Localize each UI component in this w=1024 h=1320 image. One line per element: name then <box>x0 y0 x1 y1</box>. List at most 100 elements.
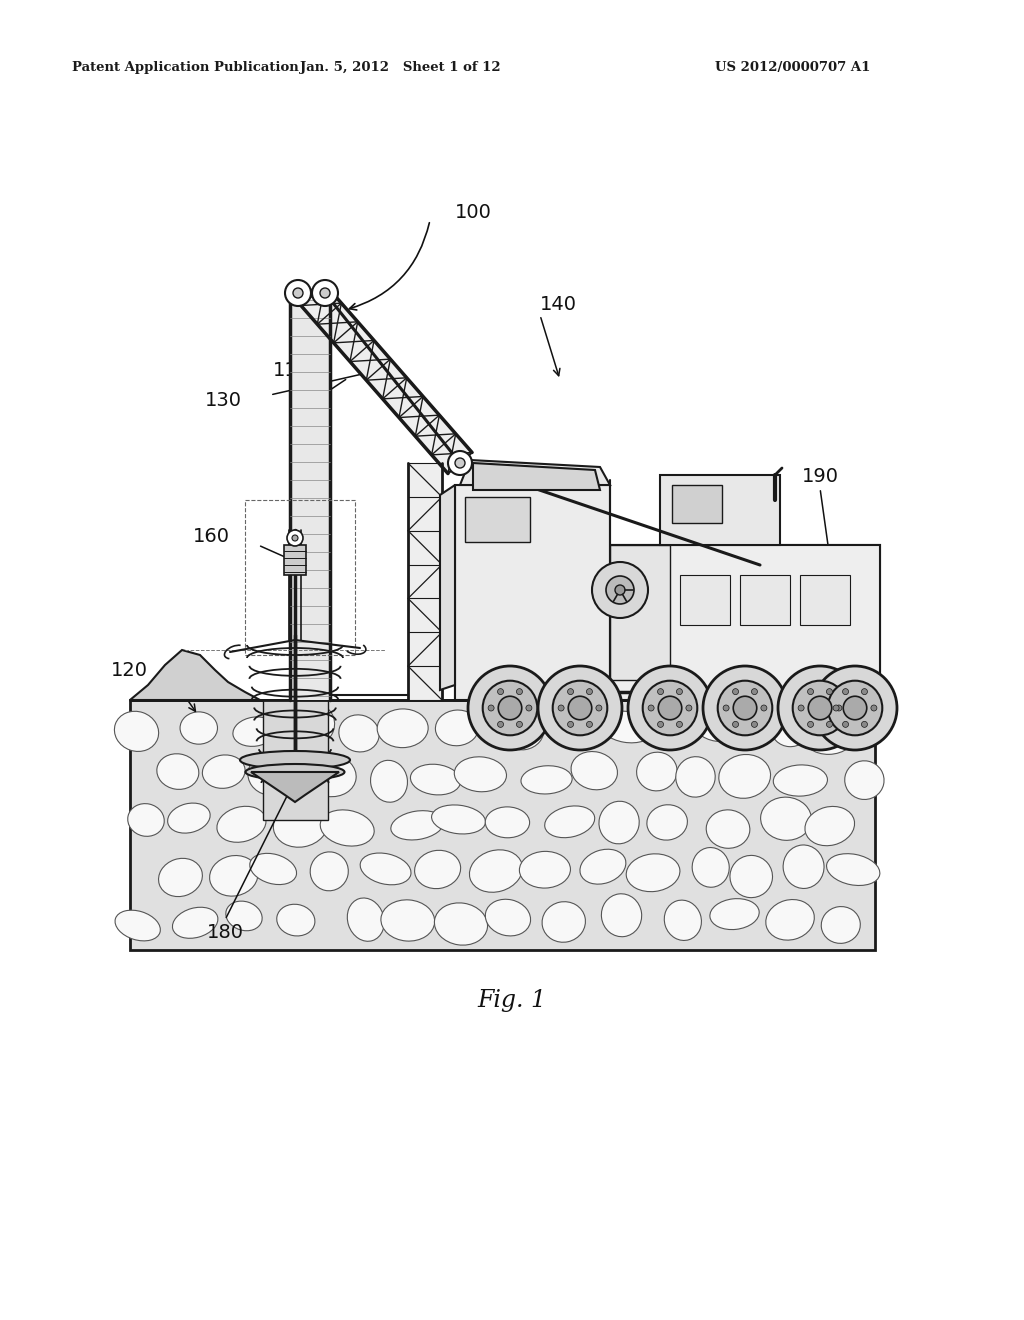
Circle shape <box>587 689 593 694</box>
Ellipse shape <box>391 810 443 840</box>
Text: 140: 140 <box>540 296 577 314</box>
Circle shape <box>732 689 738 694</box>
Text: 160: 160 <box>193 528 230 546</box>
Circle shape <box>516 689 522 694</box>
Ellipse shape <box>707 810 750 849</box>
Text: 190: 190 <box>802 467 839 487</box>
Ellipse shape <box>168 803 210 833</box>
Ellipse shape <box>647 805 687 840</box>
Ellipse shape <box>210 855 258 896</box>
Text: Patent Application Publication: Patent Application Publication <box>72 62 299 74</box>
Polygon shape <box>251 772 339 803</box>
Text: US 2012/0000707 A1: US 2012/0000707 A1 <box>715 62 870 74</box>
Bar <box>672 484 722 523</box>
Circle shape <box>718 681 772 735</box>
Text: 180: 180 <box>207 923 244 941</box>
Circle shape <box>596 705 602 711</box>
Circle shape <box>657 689 664 694</box>
Circle shape <box>592 562 648 618</box>
Ellipse shape <box>485 807 529 838</box>
Circle shape <box>587 721 593 727</box>
Ellipse shape <box>469 850 522 892</box>
Circle shape <box>778 667 862 750</box>
Circle shape <box>498 721 504 727</box>
Circle shape <box>686 705 692 711</box>
Ellipse shape <box>371 760 408 803</box>
Ellipse shape <box>248 755 293 795</box>
Ellipse shape <box>381 900 434 941</box>
Circle shape <box>615 585 625 595</box>
Ellipse shape <box>521 766 572 793</box>
Ellipse shape <box>250 853 297 884</box>
Circle shape <box>793 681 847 735</box>
Ellipse shape <box>217 807 266 842</box>
Ellipse shape <box>203 755 245 788</box>
Polygon shape <box>460 459 610 484</box>
Ellipse shape <box>519 851 570 888</box>
Polygon shape <box>473 463 600 490</box>
Ellipse shape <box>730 855 772 898</box>
Text: 130: 130 <box>205 391 242 409</box>
Circle shape <box>703 667 787 750</box>
Ellipse shape <box>773 764 827 796</box>
Ellipse shape <box>273 803 328 847</box>
Circle shape <box>870 705 877 711</box>
Ellipse shape <box>627 854 680 891</box>
Circle shape <box>285 280 311 306</box>
Ellipse shape <box>600 711 653 743</box>
Ellipse shape <box>761 797 811 841</box>
Circle shape <box>558 705 564 711</box>
Ellipse shape <box>544 709 593 743</box>
Ellipse shape <box>310 851 348 891</box>
Ellipse shape <box>637 752 677 791</box>
Ellipse shape <box>240 751 350 770</box>
Ellipse shape <box>339 715 379 752</box>
Ellipse shape <box>415 850 461 888</box>
Bar <box>130 700 874 950</box>
Ellipse shape <box>783 845 824 888</box>
Polygon shape <box>301 285 472 474</box>
Ellipse shape <box>766 899 814 940</box>
Ellipse shape <box>347 898 384 941</box>
Ellipse shape <box>305 754 356 797</box>
Ellipse shape <box>719 755 770 799</box>
Circle shape <box>498 689 504 694</box>
Circle shape <box>861 721 867 727</box>
Ellipse shape <box>455 756 507 792</box>
Ellipse shape <box>502 713 544 750</box>
Text: 100: 100 <box>455 203 492 223</box>
Circle shape <box>813 667 897 750</box>
Circle shape <box>499 696 522 719</box>
Circle shape <box>568 696 592 719</box>
Ellipse shape <box>676 756 715 797</box>
Ellipse shape <box>692 847 729 887</box>
Bar <box>680 576 730 624</box>
Circle shape <box>658 696 682 719</box>
Circle shape <box>733 696 757 719</box>
Bar <box>800 576 850 624</box>
Circle shape <box>861 689 867 694</box>
Ellipse shape <box>599 801 639 843</box>
Ellipse shape <box>115 911 161 941</box>
Circle shape <box>843 689 849 694</box>
Ellipse shape <box>801 713 856 754</box>
Circle shape <box>287 531 303 546</box>
Ellipse shape <box>772 714 809 747</box>
Circle shape <box>449 451 472 475</box>
Circle shape <box>826 721 833 727</box>
Ellipse shape <box>601 894 642 937</box>
Bar <box>263 700 328 820</box>
Bar <box>455 545 880 700</box>
Ellipse shape <box>377 709 428 747</box>
Ellipse shape <box>276 904 315 936</box>
Text: Fig. 1: Fig. 1 <box>477 989 547 1011</box>
Circle shape <box>657 721 664 727</box>
Circle shape <box>677 721 682 727</box>
Bar <box>465 498 530 543</box>
Circle shape <box>843 696 866 719</box>
Ellipse shape <box>246 764 344 780</box>
Bar <box>610 545 670 680</box>
Ellipse shape <box>826 854 880 886</box>
Ellipse shape <box>431 805 485 834</box>
Bar <box>284 545 306 576</box>
